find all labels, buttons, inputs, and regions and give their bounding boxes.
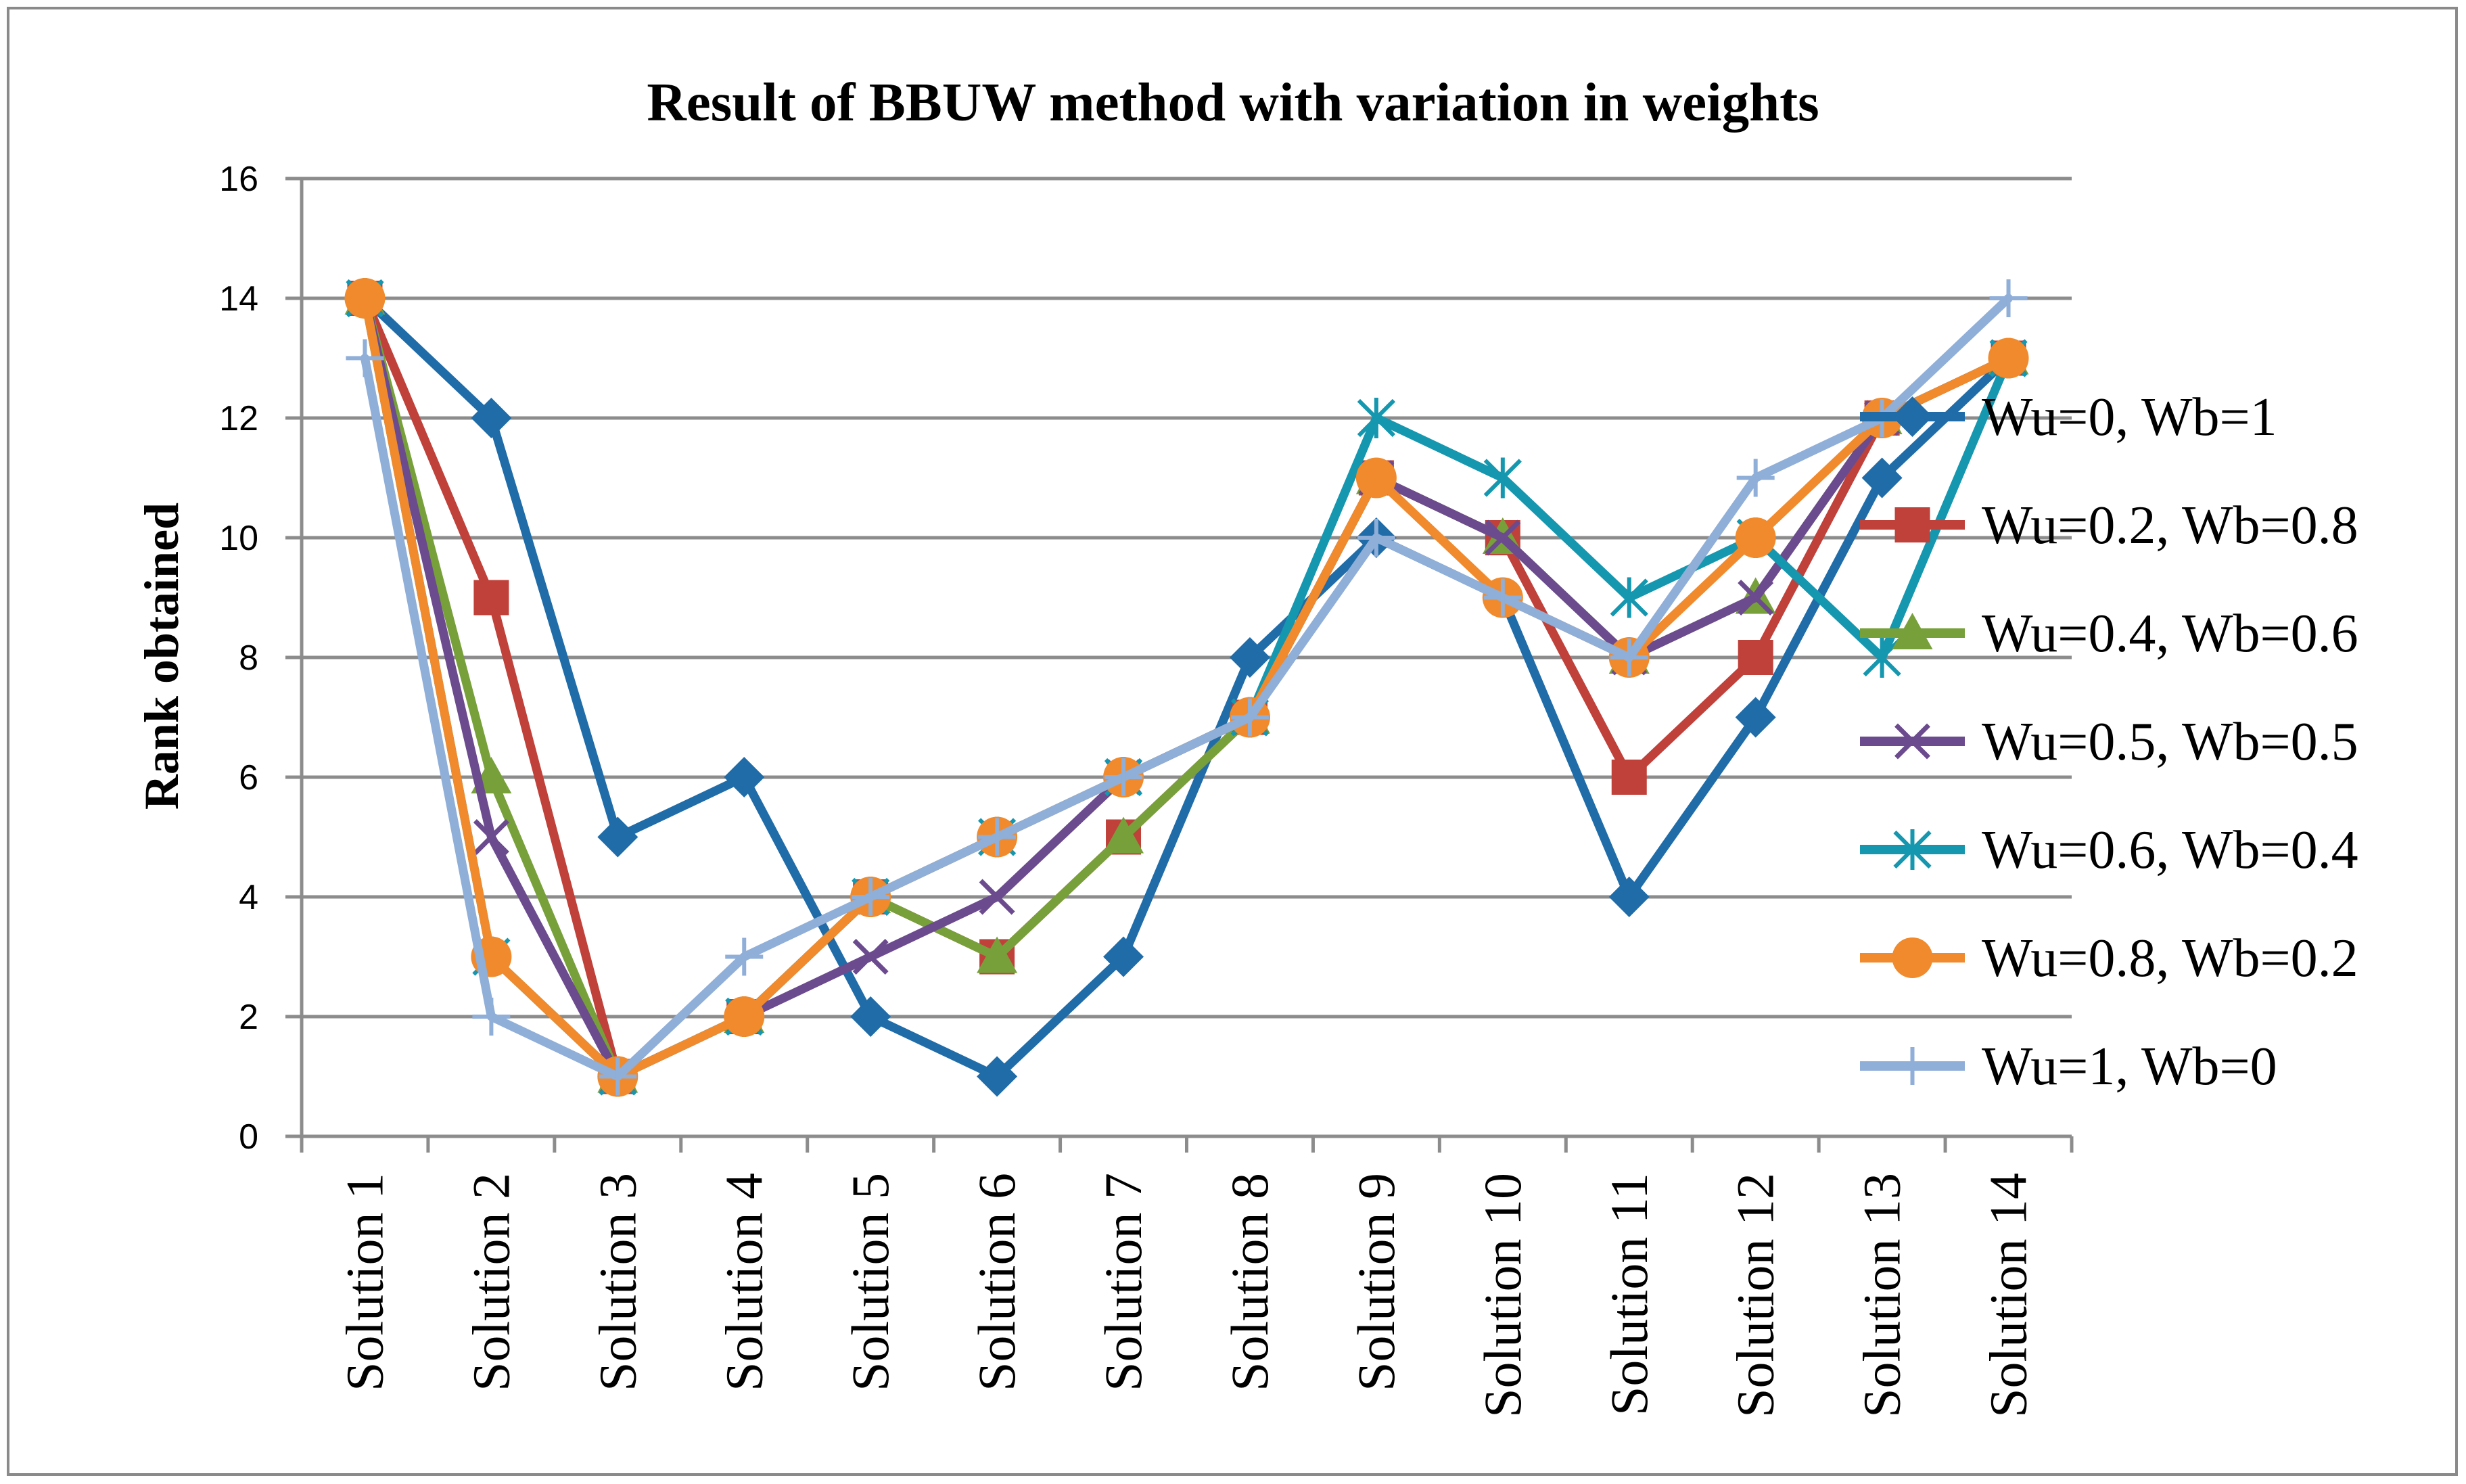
- legend-marker: [1893, 1047, 1932, 1085]
- data-point: [599, 1057, 637, 1096]
- series-7: [346, 279, 2028, 1096]
- legend-item: Wu=1, Wb=0: [1860, 1037, 2277, 1096]
- legend-marker: [1892, 937, 1933, 978]
- y-tick-label: 4: [239, 878, 258, 917]
- legend-label: Wu=0.8, Wb=0.2: [1982, 929, 2358, 988]
- data-point: [1738, 640, 1773, 675]
- data-point: [1485, 519, 1521, 556]
- legend-marker: [1892, 396, 1933, 437]
- legend-item: Wu=0.2, Wb=0.8: [1860, 496, 2358, 555]
- legend-label: Wu=0.2, Wb=0.8: [1982, 496, 2358, 555]
- legend-item: Wu=0.4, Wb=0.6: [1860, 604, 2358, 664]
- data-point: [1611, 760, 1647, 795]
- x-tick-label: Solution 8: [1220, 1173, 1279, 1391]
- data-point: [1608, 877, 1650, 917]
- data-point: [725, 937, 764, 976]
- data-point: [1735, 517, 1776, 558]
- data-point: [471, 398, 512, 438]
- data-point: [724, 996, 765, 1037]
- y-tick-label: 2: [239, 998, 258, 1037]
- data-point: [1355, 457, 1397, 498]
- chart-title: Result of BBUW method with variation in …: [647, 72, 1819, 133]
- y-tick-label: 16: [219, 160, 258, 199]
- data-point: [1610, 639, 1648, 676]
- data-point: [1229, 637, 1270, 678]
- data-point: [472, 998, 511, 1036]
- legend-marker: [1894, 723, 1930, 760]
- data-point: [978, 818, 1017, 856]
- data-point: [1483, 457, 1522, 498]
- series-line-1: [360, 294, 2014, 1081]
- legend-item: Wu=0.8, Wb=0.2: [1860, 929, 2358, 988]
- data-point: [852, 878, 890, 916]
- data-point: [344, 278, 386, 319]
- data-point: [597, 816, 638, 858]
- x-tick-label: Solution 13: [1853, 1173, 1911, 1418]
- data-point: [473, 819, 509, 855]
- chart-frame: [7, 7, 2458, 1476]
- legend-item: Wu=0.6, Wb=0.4: [1860, 820, 2358, 880]
- data-point: [1230, 698, 1269, 737]
- x-tick-label: Solution 3: [588, 1173, 647, 1391]
- data-point: [1988, 338, 2029, 379]
- x-tick-label: Solution 7: [1094, 1173, 1153, 1391]
- x-tick-labels: Solution 1 Solution 2 Solution 3 Solution 4…: [335, 1173, 2037, 1418]
- legend-marker: [1892, 613, 1933, 649]
- series-line-7: [360, 294, 2014, 1081]
- data-point: [1103, 936, 1144, 977]
- legend-item: Wu=0, Wb=1: [1860, 388, 2277, 447]
- data-point: [346, 339, 384, 377]
- y-tick-label: 0: [239, 1117, 258, 1157]
- data-point: [1861, 457, 1903, 498]
- y-tick-label: 12: [219, 399, 258, 438]
- legend-label: Wu=0.5, Wb=0.5: [1982, 712, 2358, 772]
- x-tick-label: Solution 2: [461, 1173, 520, 1391]
- legend-label: Wu=0.4, Wb=0.6: [1982, 604, 2358, 664]
- legend-label: Wu=1, Wb=0: [1982, 1037, 2277, 1096]
- data-point: [724, 757, 765, 797]
- data-point: [1483, 578, 1522, 617]
- x-tick-label: Solution 11: [1600, 1173, 1658, 1416]
- legend-marker: [1893, 829, 1932, 870]
- x-tick-label: Solution 1: [335, 1173, 394, 1391]
- data-point: [1989, 279, 2028, 317]
- data-point: [852, 939, 889, 975]
- legend-label: Wu=0.6, Wb=0.4: [1982, 820, 2358, 880]
- x-tick-label: Solution 6: [967, 1173, 1026, 1391]
- y-axis-label: Rank obtained: [135, 503, 189, 810]
- y-tick-label: 10: [219, 519, 258, 558]
- x-tick-label: Solution 4: [714, 1173, 773, 1391]
- data-point: [977, 936, 1018, 973]
- data-point: [1736, 459, 1775, 497]
- data-point: [977, 1056, 1018, 1097]
- y-tick-label: 14: [219, 279, 258, 319]
- legend-marker: [1894, 507, 1930, 542]
- legend-item: Wu=0.5, Wb=0.5: [1860, 712, 2358, 772]
- legend-label: Wu=0, Wb=1: [1982, 388, 2277, 447]
- x-tick-label: Solution 12: [1726, 1173, 1785, 1418]
- data-point: [1735, 697, 1776, 738]
- data-point: [1357, 398, 1396, 438]
- data-point: [1357, 519, 1395, 557]
- data-point: [1103, 816, 1144, 854]
- y-tick-label: 6: [239, 758, 258, 797]
- data-point: [979, 879, 1015, 915]
- series-lines: [344, 278, 2029, 1097]
- data-point: [1610, 577, 1648, 618]
- y-tick-labels: 0 2 4 6 8 10 12 14 16: [219, 160, 258, 1157]
- data-point: [1863, 637, 1901, 678]
- x-tick-label: Solution 10: [1473, 1173, 1532, 1418]
- x-tick-label: Solution 14: [1979, 1173, 2038, 1418]
- y-tick-label: 8: [239, 639, 258, 678]
- x-tick-label: Solution 9: [1347, 1173, 1405, 1391]
- data-point: [1738, 580, 1774, 616]
- data-point: [1104, 758, 1143, 796]
- legend: Wu=0, Wb=1 Wu=0.2, Wb=0.8 Wu=0.4, Wb=0.6 Wu…: [1860, 388, 2358, 1096]
- data-point: [850, 996, 891, 1037]
- data-point: [473, 580, 509, 616]
- x-tick-label: Solution 5: [841, 1173, 900, 1391]
